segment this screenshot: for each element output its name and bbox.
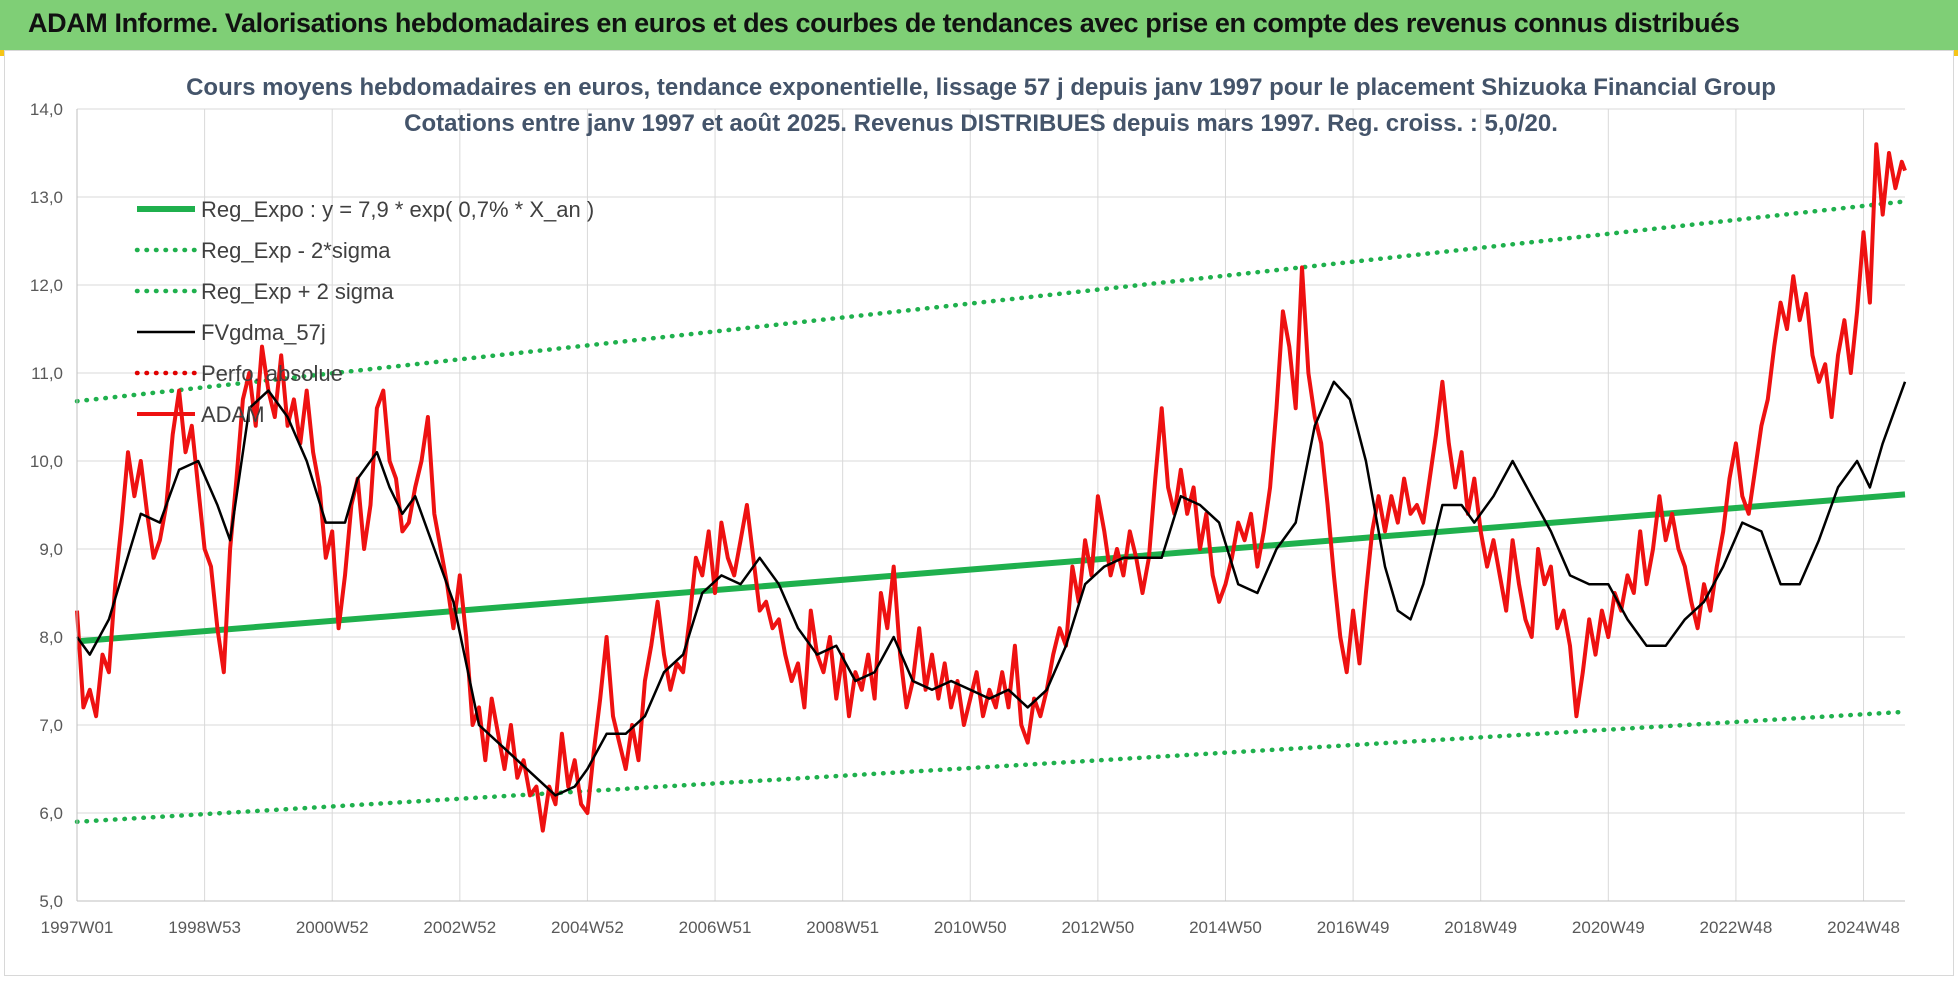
x-tick-label: 2002W52 (423, 918, 496, 937)
legend-label: Reg_Exp - 2*sigma (201, 238, 391, 263)
y-tick-label: 6,0 (39, 804, 63, 823)
chart-subtitle: Cotations entre janv 1997 et août 2025. … (404, 110, 1558, 137)
legend: Reg_Expo : y = 7,9 * exp( 0,7% * X_an ) R… (134, 197, 594, 427)
x-tick-label: 2022W48 (1700, 918, 1773, 937)
x-tick-label: 2020W49 (1572, 918, 1645, 937)
series-line (75, 380, 1907, 797)
x-tick-label: 2008W51 (806, 918, 879, 937)
x-tick-label: 2024W48 (1827, 918, 1900, 937)
chart-title: Cours moyens hebdomadaires en euros, ten… (186, 74, 1776, 101)
x-tick-label: 2006W51 (679, 918, 752, 937)
x-tick-label: 1997W01 (41, 918, 114, 937)
y-tick-label: 7,0 (39, 716, 63, 735)
series-line (75, 142, 1907, 833)
y-tick-label: 13,0 (30, 188, 63, 207)
line-chart: 5,0 6,0 7,0 8,0 9,0 10,0 11,0 12,0 13,0 14,0 1997W… (30, 74, 1908, 937)
x-tick-label: 2014W50 (1189, 918, 1262, 937)
legend-label: Reg_Expo : y = 7,9 * exp( 0,7% * X_an ) (201, 197, 594, 222)
x-tick-label: 1998W53 (168, 918, 241, 937)
series-group (74, 142, 1908, 833)
x-tick-label: 2012W50 (1061, 918, 1134, 937)
legend-label: Reg_Exp + 2 sigma (201, 279, 394, 304)
series-line (74, 709, 1908, 825)
y-tick-label: 10,0 (30, 452, 63, 471)
y-tick-label: 11,0 (31, 364, 63, 383)
y-tick-label: 8,0 (39, 628, 63, 647)
x-tick-label: 2000W52 (296, 918, 369, 937)
x-tick-label: 2004W52 (551, 918, 624, 937)
legend-label: Perfo. absolue (201, 361, 343, 386)
y-tick-label: 9,0 (39, 540, 63, 559)
x-tick-label: 2010W50 (934, 918, 1007, 937)
x-tick-label: 2016W49 (1317, 918, 1390, 937)
legend-label: FVgdma_57j (201, 320, 326, 345)
y-tick-label: 5,0 (39, 892, 63, 911)
series-line (74, 199, 1908, 404)
y-tick-label: 14,0 (30, 100, 63, 119)
axes: 5,0 6,0 7,0 8,0 9,0 10,0 11,0 12,0 13,0 14,0 1997W… (30, 100, 1905, 937)
series-line (76, 491, 1906, 645)
legend-label: ADAM (201, 402, 265, 427)
x-tick-label: 2018W49 (1444, 918, 1517, 937)
report-title: ADAM Informe. Valorisations hebdomadaire… (28, 8, 1740, 38)
y-tick-label: 12,0 (30, 276, 63, 295)
chart-frame: 5,0 6,0 7,0 8,0 9,0 10,0 11,0 12,0 13,0 14,0 1997W… (4, 50, 1954, 976)
report-banner: ADAM Informe. Valorisations hebdomadaire… (0, 0, 1958, 50)
